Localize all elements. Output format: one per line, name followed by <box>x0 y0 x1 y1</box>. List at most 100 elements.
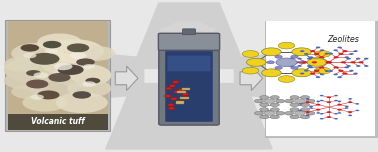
Circle shape <box>262 48 281 56</box>
Circle shape <box>310 73 315 75</box>
Circle shape <box>327 101 331 103</box>
Circle shape <box>314 70 319 72</box>
Circle shape <box>291 55 298 58</box>
Polygon shape <box>106 84 272 149</box>
Circle shape <box>191 24 209 31</box>
Circle shape <box>316 109 321 111</box>
Circle shape <box>276 58 297 67</box>
Bar <box>265 21 377 137</box>
Circle shape <box>314 53 319 55</box>
Circle shape <box>314 51 331 57</box>
Bar <box>8 114 108 130</box>
Circle shape <box>172 81 179 83</box>
Circle shape <box>334 118 338 119</box>
Circle shape <box>334 100 338 101</box>
Bar <box>176 101 184 104</box>
Circle shape <box>165 25 186 33</box>
Circle shape <box>301 115 310 119</box>
Text: Zeolites: Zeolites <box>327 35 359 44</box>
Circle shape <box>307 58 311 60</box>
Circle shape <box>306 98 310 100</box>
Circle shape <box>292 48 311 56</box>
Circle shape <box>34 72 48 78</box>
Polygon shape <box>8 46 144 106</box>
Circle shape <box>56 92 108 113</box>
Circle shape <box>78 46 115 61</box>
Circle shape <box>291 66 298 69</box>
Circle shape <box>200 27 215 33</box>
Circle shape <box>167 104 174 106</box>
Circle shape <box>306 115 310 116</box>
Circle shape <box>37 33 82 51</box>
Circle shape <box>355 110 359 111</box>
Circle shape <box>346 58 351 60</box>
Circle shape <box>242 51 259 57</box>
Circle shape <box>289 58 294 60</box>
Circle shape <box>356 58 361 60</box>
Circle shape <box>285 99 294 103</box>
Circle shape <box>364 58 369 60</box>
Circle shape <box>270 115 279 119</box>
Circle shape <box>307 58 327 66</box>
Circle shape <box>314 67 331 74</box>
Circle shape <box>278 76 295 82</box>
Circle shape <box>31 94 44 100</box>
Circle shape <box>83 64 95 69</box>
Circle shape <box>26 70 41 76</box>
Circle shape <box>348 111 352 113</box>
Circle shape <box>348 98 352 100</box>
Circle shape <box>349 53 354 55</box>
Circle shape <box>73 91 91 99</box>
Circle shape <box>160 27 177 33</box>
Circle shape <box>348 101 352 103</box>
Circle shape <box>260 115 269 119</box>
Circle shape <box>181 97 188 99</box>
Circle shape <box>262 69 281 77</box>
Circle shape <box>316 112 320 114</box>
Circle shape <box>310 50 315 52</box>
Circle shape <box>328 53 333 55</box>
Circle shape <box>181 21 204 30</box>
Circle shape <box>264 99 275 103</box>
Circle shape <box>164 95 171 97</box>
Circle shape <box>26 79 48 88</box>
Circle shape <box>178 89 185 91</box>
Circle shape <box>338 70 344 72</box>
Circle shape <box>309 66 313 68</box>
Circle shape <box>290 115 299 119</box>
FancyBboxPatch shape <box>158 33 220 50</box>
Circle shape <box>338 101 341 102</box>
Circle shape <box>333 49 338 51</box>
Circle shape <box>300 73 304 74</box>
Circle shape <box>30 53 59 65</box>
Circle shape <box>316 47 320 48</box>
Circle shape <box>294 61 299 63</box>
Circle shape <box>306 99 315 103</box>
Circle shape <box>353 73 358 74</box>
Circle shape <box>348 115 352 116</box>
Circle shape <box>344 56 349 58</box>
Circle shape <box>20 44 39 52</box>
Circle shape <box>338 112 341 114</box>
Circle shape <box>302 61 307 63</box>
Circle shape <box>309 107 313 109</box>
Circle shape <box>316 101 320 102</box>
Bar <box>186 33 192 67</box>
Circle shape <box>70 52 86 59</box>
Circle shape <box>299 110 302 111</box>
Circle shape <box>325 61 332 64</box>
Circle shape <box>254 99 263 103</box>
Circle shape <box>327 96 331 98</box>
Circle shape <box>182 93 189 96</box>
Circle shape <box>4 72 48 90</box>
Circle shape <box>276 99 285 103</box>
Circle shape <box>48 73 71 82</box>
Circle shape <box>270 96 279 99</box>
FancyBboxPatch shape <box>183 29 195 35</box>
Circle shape <box>76 58 95 66</box>
Circle shape <box>67 43 89 52</box>
Circle shape <box>320 95 324 96</box>
Circle shape <box>299 103 302 105</box>
Circle shape <box>353 50 358 52</box>
Circle shape <box>275 66 282 69</box>
